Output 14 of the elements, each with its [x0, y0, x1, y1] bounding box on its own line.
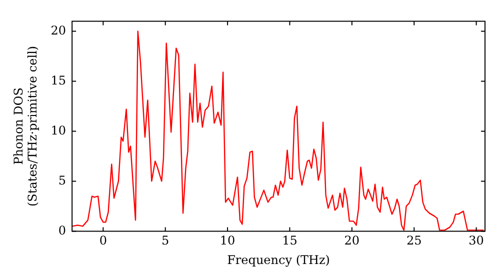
- y-tick-label: 10: [50, 123, 66, 138]
- x-tick-label: 25: [406, 234, 422, 248]
- x-axis-title: Frequency (THz): [227, 252, 330, 267]
- x-tick-label: 10: [220, 234, 236, 248]
- x-tick-label: 5: [162, 234, 170, 248]
- y-axis-title: Phonon DOS (States/THz·primitive cell): [11, 46, 40, 207]
- y-tick-label: 0: [58, 223, 66, 238]
- y-tick-label: 15: [50, 73, 66, 88]
- x-tick-label: 15: [282, 234, 298, 248]
- y-tick-label: 20: [50, 23, 66, 38]
- x-tick-label: 20: [344, 234, 360, 248]
- x-tick-label: 30: [468, 234, 484, 248]
- x-tick-label: 0: [99, 234, 107, 248]
- y-tick-label: 5: [58, 173, 66, 188]
